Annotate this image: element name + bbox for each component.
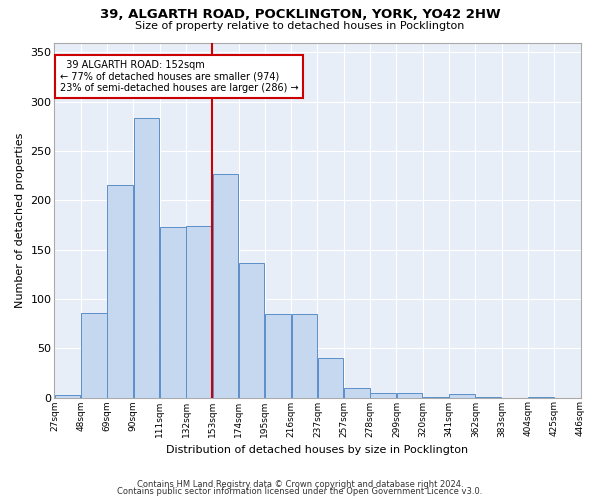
Bar — [318, 358, 343, 398]
Y-axis label: Number of detached properties: Number of detached properties — [15, 132, 25, 308]
Bar — [187, 226, 212, 398]
Bar — [292, 314, 317, 398]
Bar — [160, 227, 185, 398]
Bar — [81, 312, 107, 398]
Bar — [344, 388, 370, 398]
Bar — [239, 264, 265, 398]
Bar — [476, 396, 501, 398]
Bar — [134, 118, 159, 398]
Bar — [370, 392, 396, 398]
Text: 39 ALGARTH ROAD: 152sqm
← 77% of detached houses are smaller (974)
23% of semi-d: 39 ALGARTH ROAD: 152sqm ← 77% of detache… — [60, 60, 298, 94]
Bar — [107, 184, 133, 398]
Bar — [397, 392, 422, 398]
Bar — [423, 396, 449, 398]
Bar — [55, 394, 80, 398]
Text: 39, ALGARTH ROAD, POCKLINGTON, YORK, YO42 2HW: 39, ALGARTH ROAD, POCKLINGTON, YORK, YO4… — [100, 8, 500, 20]
Text: Size of property relative to detached houses in Pocklington: Size of property relative to detached ho… — [136, 21, 464, 31]
Bar — [212, 174, 238, 398]
Bar — [449, 394, 475, 398]
X-axis label: Distribution of detached houses by size in Pocklington: Distribution of detached houses by size … — [166, 445, 469, 455]
Bar — [265, 314, 291, 398]
Text: Contains public sector information licensed under the Open Government Licence v3: Contains public sector information licen… — [118, 487, 482, 496]
Text: Contains HM Land Registry data © Crown copyright and database right 2024.: Contains HM Land Registry data © Crown c… — [137, 480, 463, 489]
Bar — [528, 396, 554, 398]
